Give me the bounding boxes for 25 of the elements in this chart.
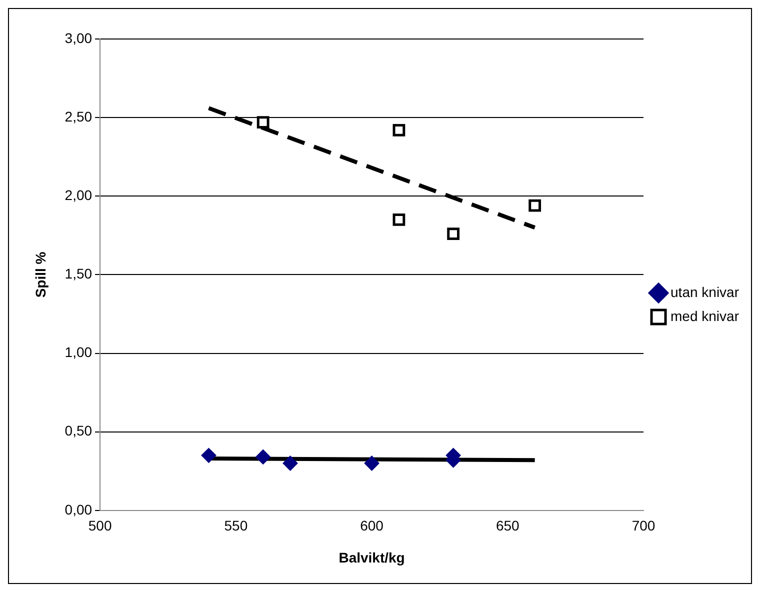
point <box>392 214 406 226</box>
point <box>364 456 380 471</box>
y-tick-label: 2,00 <box>64 186 92 203</box>
y-tick-label: 0,00 <box>64 501 92 518</box>
x-tick-label: 550 <box>224 518 248 534</box>
y-tick-label: 1,50 <box>64 266 92 282</box>
legend-label: med knivar <box>670 308 740 324</box>
point <box>282 456 298 471</box>
x-tick-label: 650 <box>496 518 520 534</box>
point <box>447 228 460 240</box>
y-tick-label: 2,50 <box>64 108 92 124</box>
y-tick-label: 3,00 <box>64 30 92 46</box>
y-tick-label: 0,50 <box>64 422 92 439</box>
x-tick-label: 600 <box>360 518 384 534</box>
legend-label: utan knivar <box>670 284 740 300</box>
point <box>201 448 216 463</box>
point <box>392 124 406 136</box>
y-tick-label: 1,00 <box>64 344 92 360</box>
point <box>256 116 270 128</box>
x-tick-label: 700 <box>632 518 656 534</box>
point <box>528 199 542 212</box>
x-axis-title: Balvikt/kg <box>338 549 405 566</box>
point <box>256 449 271 464</box>
x-tick-label: 500 <box>88 518 112 534</box>
y-axis-title: Spill % <box>32 251 48 298</box>
